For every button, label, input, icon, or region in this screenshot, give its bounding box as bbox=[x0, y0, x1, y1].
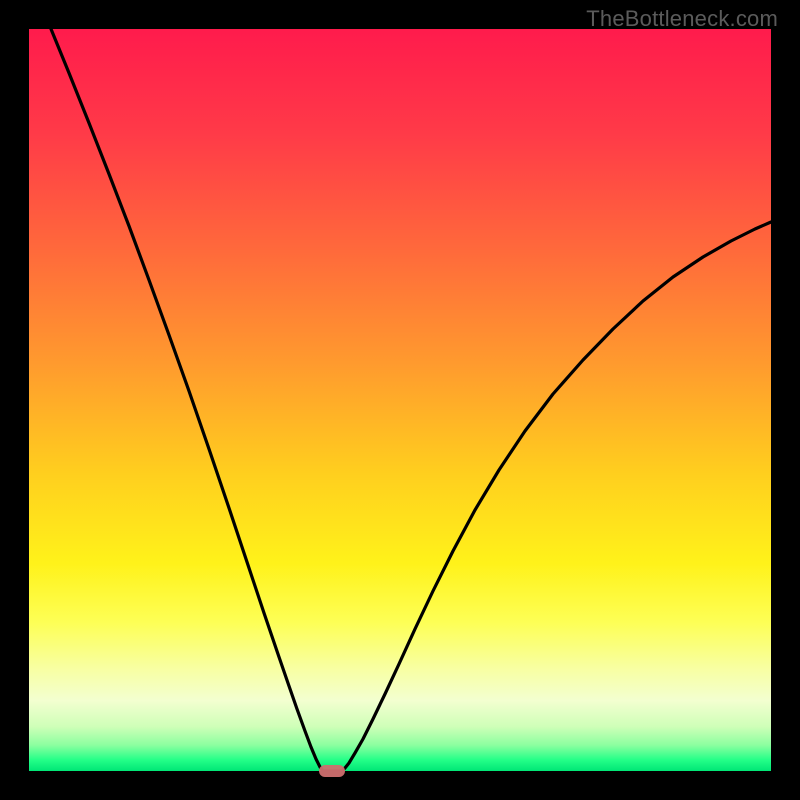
bottleneck-curve bbox=[51, 29, 771, 771]
optimum-marker bbox=[319, 765, 345, 777]
watermark-label: TheBottleneck.com bbox=[586, 6, 778, 32]
chart-frame bbox=[29, 29, 771, 771]
chart-svg bbox=[29, 29, 771, 771]
